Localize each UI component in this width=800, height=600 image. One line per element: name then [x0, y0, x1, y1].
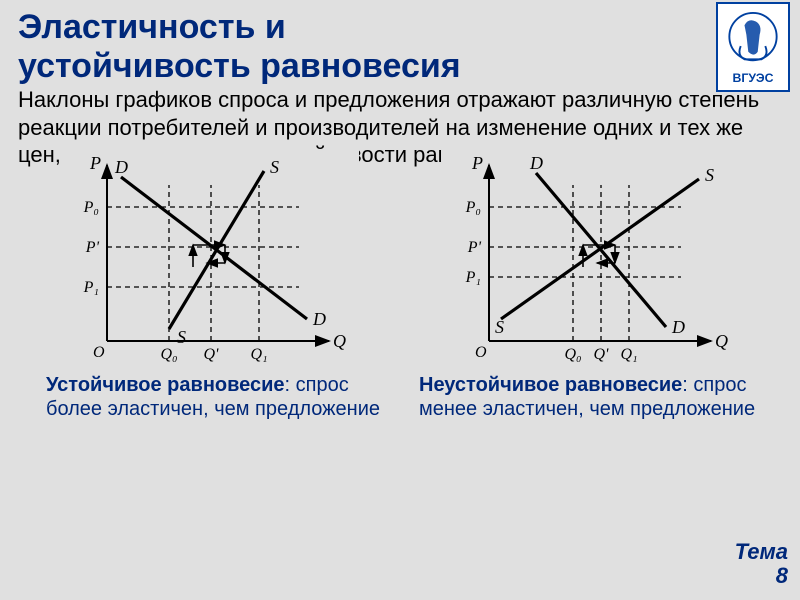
svg-text:D: D: [529, 153, 543, 173]
caption-right-head: Неустойчивое равновесие: [419, 374, 682, 396]
slide-title: Эластичность и устойчивость равновесия: [0, 0, 800, 86]
svg-text:D: D: [312, 309, 326, 329]
svg-text:P: P: [89, 153, 101, 173]
svg-text:D: D: [671, 317, 685, 337]
svg-text:S: S: [495, 317, 504, 337]
svg-text:S: S: [177, 327, 186, 347]
svg-text:Q': Q': [204, 346, 220, 363]
svg-text:Q₁: Q₁: [620, 346, 637, 363]
caption-left-head: Устойчивое равновесие: [46, 374, 285, 396]
svg-text:P': P': [467, 239, 482, 256]
logo-text: ВГУЭС: [733, 71, 774, 85]
svg-text:Q₀: Q₀: [160, 346, 177, 363]
theme-label: Тема 8: [735, 540, 788, 588]
svg-text:Q₁: Q₁: [250, 346, 267, 363]
caption-right: Неустойчивое равновесие: спрос менее эла…: [409, 373, 782, 421]
university-logo: ВГУЭС: [716, 2, 790, 92]
title-line-2: устойчивость равновесия: [18, 47, 461, 85]
svg-text:P': P': [85, 239, 100, 256]
svg-text:S: S: [705, 165, 714, 185]
svg-text:Q: Q: [715, 331, 728, 351]
title-line-1: Эластичность и: [18, 8, 286, 46]
caption-left: Устойчивое равновесие: спрос более эласт…: [18, 373, 409, 421]
svg-text:D: D: [114, 157, 128, 177]
captions-row: Устойчивое равновесие: спрос более эласт…: [0, 369, 800, 421]
svg-text:Q': Q': [594, 346, 610, 363]
theme-number: 8: [776, 563, 788, 588]
svg-text:P: P: [471, 153, 483, 173]
svg-text:P₁: P₁: [465, 269, 481, 286]
svg-text:P₁: P₁: [83, 279, 99, 296]
theme-word: Тема: [735, 539, 788, 564]
graph-unstable: P₀ P' P₁ Q₀ Q' Q₁ D D S S P Q O: [441, 149, 741, 369]
svg-text:P₀: P₀: [83, 199, 99, 216]
svg-text:S: S: [270, 157, 279, 177]
svg-text:P₀: P₀: [465, 199, 481, 216]
svg-text:O: O: [475, 344, 487, 361]
graph-stable: P₀ P' P₁ Q₀ Q' Q₁ D D S S P Q O: [59, 149, 359, 369]
svg-text:Q: Q: [333, 331, 346, 351]
graphs-row: P₀ P' P₁ Q₀ Q' Q₁ D D S S P Q O P₀ P' P₁ Q₀ Q' Q₁ D D S S P Q O: [0, 149, 800, 369]
svg-text:Q₀: Q₀: [564, 346, 581, 363]
svg-text:O: O: [93, 344, 105, 361]
